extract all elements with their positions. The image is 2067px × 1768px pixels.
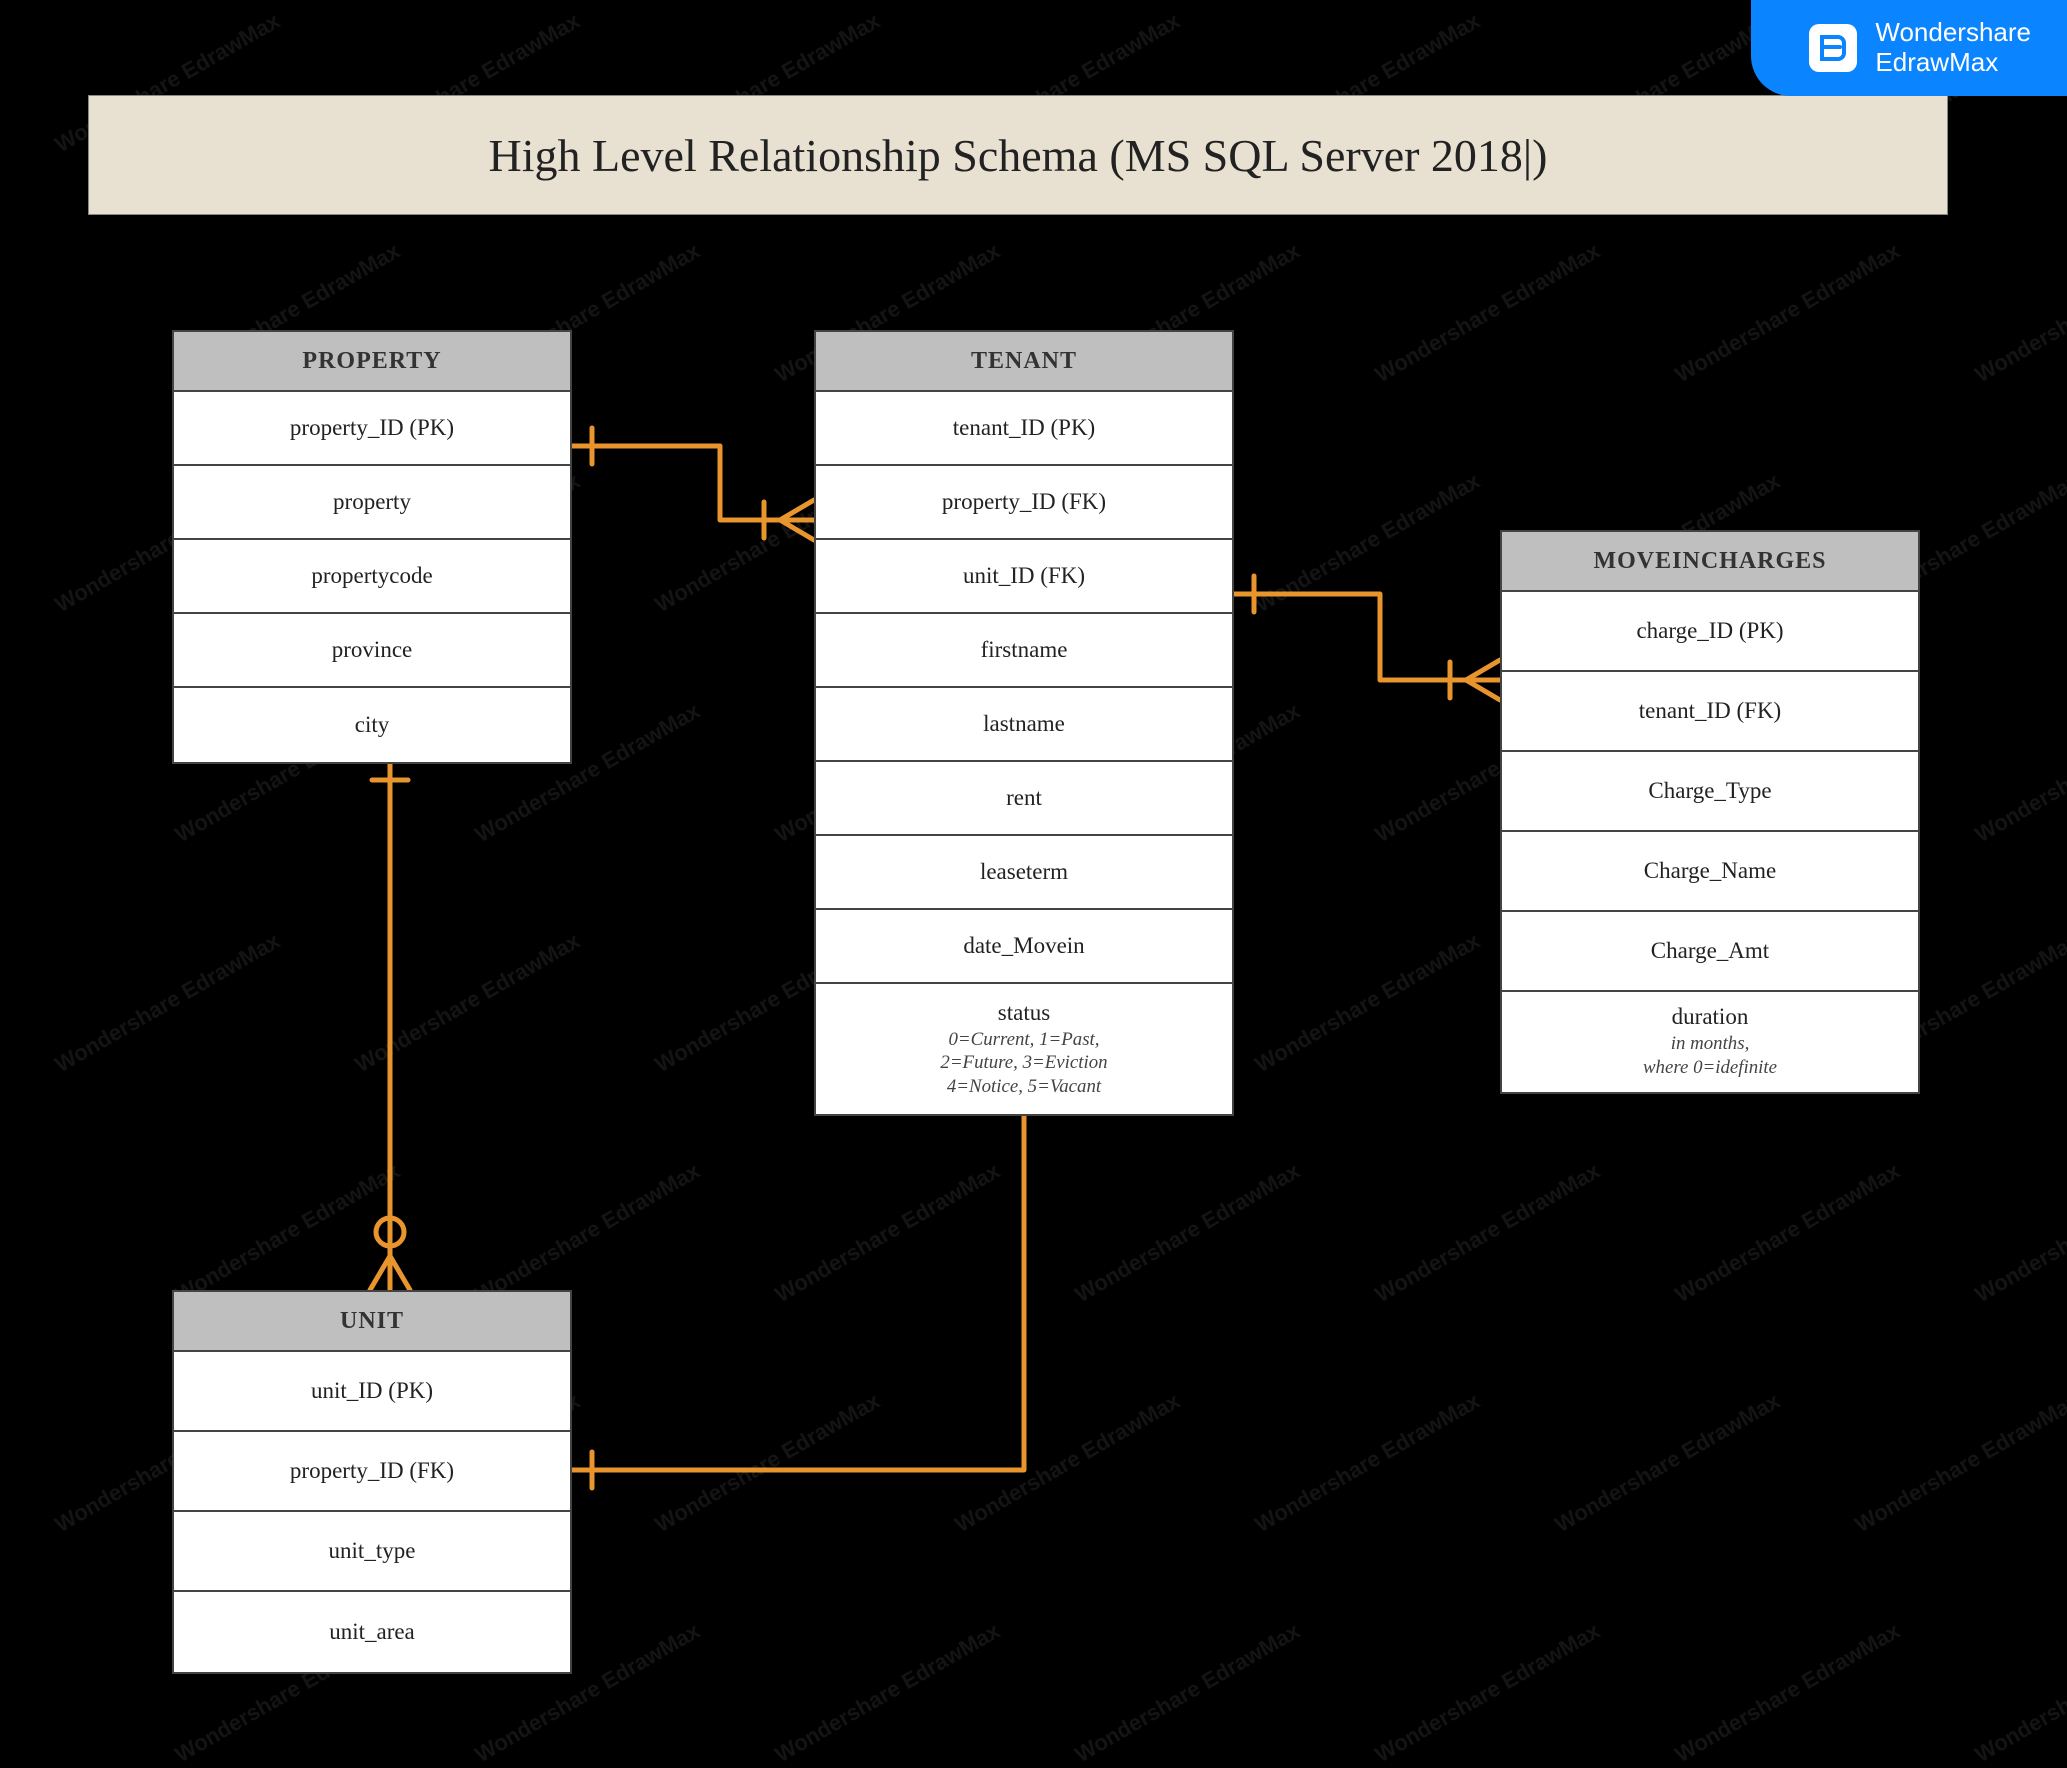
entity-header: MOVEINCHARGES xyxy=(1502,532,1918,592)
watermark-text: Wondershare EdrawMax xyxy=(1971,1618,2067,1768)
product-badge-text: Wondershare EdrawMax xyxy=(1875,18,2031,78)
title-text: High Level Relationship Schema (MS SQL S… xyxy=(489,129,1548,182)
watermark-text: Wondershare EdrawMax xyxy=(771,1158,1005,1308)
entity-row-label: property_ID (PK) xyxy=(290,415,454,441)
edge-unit-tenant xyxy=(572,1112,1024,1470)
entity-row: Charge_Type xyxy=(1502,752,1918,832)
entity-row: province xyxy=(174,614,570,688)
entity-row: date_Movein xyxy=(816,910,1232,984)
watermark-text: Wondershare EdrawMax xyxy=(351,928,585,1078)
watermark-text: Wondershare EdrawMax xyxy=(1671,1618,1905,1768)
entity-row: city xyxy=(174,688,570,762)
watermark-text: Wondershare EdrawMax xyxy=(771,1618,1005,1768)
entity-row-label: leaseterm xyxy=(980,859,1068,885)
entity-row: Charge_Name xyxy=(1502,832,1918,912)
entity-row-label: rent xyxy=(1006,785,1042,811)
entity-row-label: property xyxy=(333,489,411,515)
entity-row: unit_ID (PK) xyxy=(174,1352,570,1432)
entity-row: unit_area xyxy=(174,1592,570,1672)
watermark-text: Wondershare EdrawMax xyxy=(1371,1618,1605,1768)
entity-row-label: date_Movein xyxy=(963,933,1084,959)
entity-row: unit_ID (FK) xyxy=(816,540,1232,614)
watermark-text: Wondershare EdrawMax xyxy=(1251,928,1485,1078)
watermark-text: Wondershare EdrawMax xyxy=(1371,238,1605,388)
watermark-text: Wondershare EdrawMax xyxy=(1551,1388,1785,1538)
product-badge-line2: EdrawMax xyxy=(1875,48,2031,78)
edrawmax-icon xyxy=(1809,24,1857,72)
entity-row-label: unit_area xyxy=(329,1619,415,1645)
diagram-canvas: Wondershare EdrawMaxWondershare EdrawMax… xyxy=(0,0,2067,1764)
entity-header: UNIT xyxy=(174,1292,570,1352)
entity-row: property_ID (FK) xyxy=(174,1432,570,1512)
entity-header: PROPERTY xyxy=(174,332,570,392)
entity-row-label: Charge_Amt xyxy=(1651,938,1769,964)
entity-property: PROPERTY property_ID (PK) property property… xyxy=(172,330,572,764)
watermark-text: Wondershare EdrawMax xyxy=(1671,238,1905,388)
entity-row-label: property_ID (FK) xyxy=(942,489,1106,515)
entity-row: leaseterm xyxy=(816,836,1232,910)
entity-unit: UNIT unit_ID (PK) property_ID (FK) unit_typ… xyxy=(172,1290,572,1674)
entity-row-label: status xyxy=(998,1000,1050,1026)
entity-row-label: property_ID (FK) xyxy=(290,1458,454,1484)
entity-row-label: lastname xyxy=(983,711,1065,737)
product-badge: Wondershare EdrawMax xyxy=(1751,0,2067,96)
entity-moveincharges: MOVEINCHARGES charge_ID (PK) tenant_ID (FK… xyxy=(1500,530,1920,1094)
entity-row-label: unit_ID (PK) xyxy=(311,1378,433,1404)
entity-row: tenant_ID (PK) xyxy=(816,392,1232,466)
product-badge-line1: Wondershare xyxy=(1875,18,2031,48)
watermark-text: Wondershare EdrawMax xyxy=(471,1158,705,1308)
entity-row: firstname xyxy=(816,614,1232,688)
watermark-text: Wondershare EdrawMax xyxy=(171,1158,405,1308)
watermark-text: Wondershare EdrawMax xyxy=(1071,1158,1305,1308)
entity-row: Charge_Amt xyxy=(1502,912,1918,992)
watermark-text: Wondershare EdrawMax xyxy=(1251,1388,1485,1538)
entity-row-label: unit_ID (FK) xyxy=(963,563,1085,589)
watermark-text: Wondershare EdrawMax xyxy=(651,1388,885,1538)
entity-row-label: propertycode xyxy=(311,563,432,589)
entity-row: property xyxy=(174,466,570,540)
entity-row: property_ID (PK) xyxy=(174,392,570,466)
watermark-text: Wondershare EdrawMax xyxy=(1971,238,2067,388)
entity-row-label: city xyxy=(355,712,390,738)
entity-row-label: tenant_ID (PK) xyxy=(953,415,1095,441)
watermark-text: Wondershare EdrawMax xyxy=(1971,1158,2067,1308)
entity-row: durationin months,where 0=idefinite xyxy=(1502,992,1918,1092)
watermark-text: Wondershare EdrawMax xyxy=(951,1388,1185,1538)
watermark-text: Wondershare EdrawMax xyxy=(1371,1158,1605,1308)
watermark-text: Wondershare EdrawMax xyxy=(1251,468,1485,618)
entity-row: propertycode xyxy=(174,540,570,614)
entity-row-label: tenant_ID (FK) xyxy=(1639,698,1781,724)
entity-row-label: Charge_Name xyxy=(1644,858,1776,884)
entity-row: status0=Current, 1=Past,2=Future, 3=Evic… xyxy=(816,984,1232,1114)
entity-row: rent xyxy=(816,762,1232,836)
entity-row-label: charge_ID (PK) xyxy=(1636,618,1783,644)
entity-row-label: Charge_Type xyxy=(1648,778,1771,804)
entity-row-sublabel: in months,where 0=idefinite xyxy=(1643,1032,1777,1079)
entity-row-label: firstname xyxy=(981,637,1068,663)
watermark-text: Wondershare EdrawMax xyxy=(1851,1388,2067,1538)
edge-property-tenant xyxy=(572,446,814,520)
entity-row: tenant_ID (FK) xyxy=(1502,672,1918,752)
entity-row-label: unit_type xyxy=(329,1538,416,1564)
entity-row: unit_type xyxy=(174,1512,570,1592)
entity-row-label: duration xyxy=(1672,1004,1749,1030)
entity-row-label: province xyxy=(332,637,412,663)
edge-tenant-moveincharges xyxy=(1234,594,1500,680)
entity-row: charge_ID (PK) xyxy=(1502,592,1918,672)
entity-tenant: TENANT tenant_ID (PK) property_ID (FK) unit… xyxy=(814,330,1234,1116)
entity-row: lastname xyxy=(816,688,1232,762)
watermark-text: Wondershare EdrawMax xyxy=(1971,698,2067,848)
watermark-text: Wondershare EdrawMax xyxy=(51,928,285,1078)
title-banner: High Level Relationship Schema (MS SQL S… xyxy=(88,95,1948,215)
watermark-text: Wondershare EdrawMax xyxy=(1071,1618,1305,1768)
entity-header: TENANT xyxy=(816,332,1232,392)
watermark-text: Wondershare EdrawMax xyxy=(1671,1158,1905,1308)
entity-row-sublabel: 0=Current, 1=Past,2=Future, 3=Eviction4=… xyxy=(940,1028,1107,1099)
entity-row: property_ID (FK) xyxy=(816,466,1232,540)
